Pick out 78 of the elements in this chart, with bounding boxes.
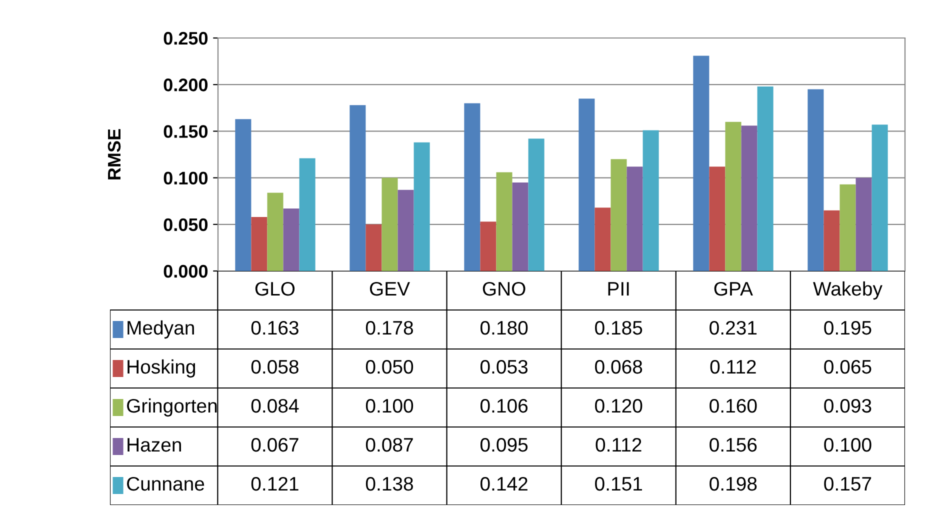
bar [350, 105, 366, 271]
data-label: 0.142 [480, 476, 528, 491]
data-label: 0.095 [480, 438, 528, 452]
bar [741, 126, 758, 271]
bar [856, 178, 872, 271]
data-label: 0.198 [710, 476, 757, 491]
bar [840, 184, 856, 271]
data-label: 0.120 [595, 398, 642, 413]
bar [725, 122, 742, 271]
legend-label: Gringorten [127, 398, 217, 417]
bar [512, 182, 528, 271]
data-label: 0.106 [480, 398, 528, 413]
y-tick-label: 0.200 [164, 78, 208, 92]
bar [299, 158, 316, 271]
bar [528, 138, 544, 271]
data-label: 0.195 [824, 320, 872, 335]
bar [382, 178, 398, 271]
data-label: 0.157 [824, 476, 872, 491]
bar [824, 210, 840, 271]
x-tick-label: GNO [482, 282, 526, 296]
bar [642, 130, 659, 271]
bar [414, 142, 430, 271]
bar [693, 56, 710, 271]
bar [251, 216, 268, 271]
bar [578, 98, 595, 271]
data-label: 0.178 [366, 320, 413, 335]
x-tick-label: GEV [370, 282, 410, 296]
data-label: 0.065 [824, 360, 872, 374]
data-label: 0.050 [366, 360, 414, 374]
data-label: 0.121 [251, 476, 298, 491]
data-label: 0.138 [366, 476, 413, 491]
bar [626, 166, 643, 271]
bar [283, 208, 300, 271]
data-label: 0.151 [595, 476, 642, 491]
y-tick-label: 0.250 [164, 32, 208, 45]
data-label: 0.180 [480, 320, 528, 335]
data-label: 0.058 [251, 360, 298, 374]
x-tick-label: GLO [255, 282, 295, 296]
bar [757, 86, 774, 271]
legend-label: Hosking [128, 359, 196, 378]
y-tick-label: 0.050 [164, 218, 208, 232]
y-axis-title: RMSE [108, 129, 121, 180]
data-label: 0.112 [596, 438, 642, 452]
data-label: 0.185 [595, 320, 642, 335]
legend-label: Medyan [128, 320, 194, 339]
bar [709, 166, 726, 271]
data-label: 0.100 [824, 438, 872, 452]
x-tick-label: Wakeby [813, 281, 882, 300]
data-label: 0.160 [710, 398, 757, 413]
data-label: 0.100 [366, 398, 414, 413]
y-tick-label: 0.000 [164, 264, 208, 278]
legend-label: Hazen [128, 438, 181, 452]
bar [398, 190, 414, 271]
bar [610, 159, 627, 271]
x-tick-label: GPA [714, 282, 753, 296]
data-label: 0.067 [251, 438, 298, 452]
data-label: 0.087 [366, 438, 413, 452]
bar [872, 124, 888, 271]
data-label: 0.093 [824, 398, 872, 413]
y-tick-label: 0.150 [164, 125, 208, 138]
data-label: 0.163 [251, 320, 298, 335]
data-label: 0.112 [710, 360, 756, 374]
data-label: 0.156 [710, 438, 757, 452]
bar [464, 103, 480, 271]
x-tick-label: PII [608, 282, 629, 296]
bar [480, 222, 496, 271]
legend-label: Cunnane [127, 476, 204, 491]
bar [267, 192, 284, 271]
bar [496, 172, 512, 271]
data-label: 0.053 [480, 360, 528, 374]
bar [808, 89, 824, 271]
data-label: 0.068 [595, 360, 642, 374]
data-label: 0.231 [710, 320, 757, 335]
data-label: 0.084 [251, 398, 299, 413]
bar [366, 224, 382, 271]
bar [594, 208, 611, 271]
bar [235, 119, 252, 271]
y-tick-label: 0.100 [164, 172, 208, 185]
